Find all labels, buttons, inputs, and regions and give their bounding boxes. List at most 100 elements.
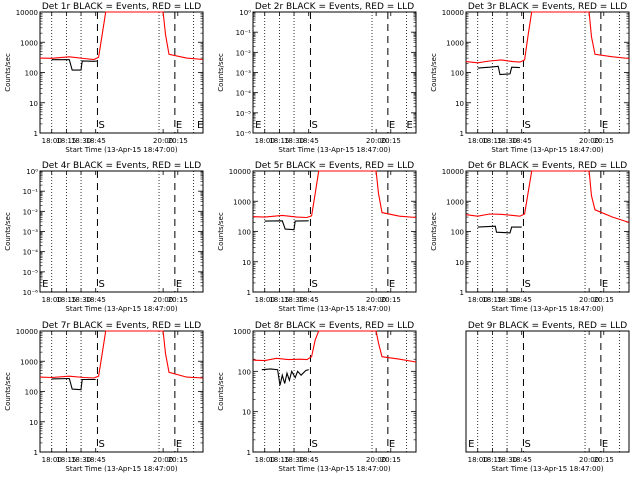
series-lld-line	[465, 11, 630, 64]
x-axis-label: Start Time (13-Apr-15 18:47:00)	[278, 465, 390, 473]
panel-title: Det 9r BLACK = Events, RED = LLD	[468, 321, 627, 331]
plot-frame	[465, 11, 630, 134]
y-tick-label: 10⁻⁵	[23, 269, 39, 277]
y-tick-label: 10	[455, 100, 464, 108]
panel-det-7: Det 7r BLACK = Events, RED = LLD 1 10 100 10…	[4, 321, 204, 473]
y-tick-label: 10⁻¹	[23, 188, 39, 196]
x-tick-label: 18:15	[56, 296, 76, 304]
marker-e: E	[176, 120, 182, 131]
x-tick-label: 20:15	[381, 296, 401, 304]
panel-title: Det 2r BLACK = Events, RED = LLD	[255, 2, 414, 12]
series-lld-line	[252, 330, 417, 363]
x-tick-label: 18:00	[42, 137, 62, 145]
plot-frame	[252, 170, 417, 293]
x-tick-label: 18:30	[497, 456, 517, 464]
series-lld-line	[39, 330, 204, 379]
x-axis-label: Start Time (13-Apr-15 18:47:00)	[65, 146, 177, 154]
y-tick-label: 100	[451, 229, 464, 237]
x-tick-label: 20:15	[381, 456, 401, 464]
x-axis-label: Start Time (13-Apr-15 18:47:00)	[491, 146, 603, 154]
x-tick-label: 20:00	[153, 296, 173, 304]
x-tick-label: 18:15	[269, 456, 289, 464]
y-tick-label: 100	[238, 368, 251, 376]
x-tick-label: 18:15	[56, 456, 76, 464]
marker-e: E	[468, 439, 474, 450]
y-tick-label: 100	[451, 70, 464, 78]
x-tick-label: 20:15	[168, 456, 188, 464]
x-tick-label: 18:00	[255, 456, 275, 464]
x-tick-label: 20:00	[579, 296, 599, 304]
marker-e: E	[602, 120, 608, 131]
y-tick-label: 10⁻²	[23, 208, 39, 216]
y-tick-label: 10000	[16, 9, 38, 17]
y-axis-label: Counts/sec	[430, 53, 438, 92]
x-tick-label: 20:15	[168, 296, 188, 304]
panel-title: Det 8r BLACK = Events, RED = LLD	[255, 321, 414, 331]
marker-s: S	[98, 279, 104, 290]
marker-s: S	[98, 439, 104, 450]
x-tick-label: 18:30	[284, 456, 304, 464]
y-tick-label: 10⁻⁴	[236, 90, 252, 98]
y-axis-label: Counts/sec	[4, 53, 12, 92]
panel-det-2: Det 2r BLACK = Events, RED = LLD 10⁻⁶ 10⁻⁵…	[217, 2, 417, 154]
y-tick-label: 10000	[442, 9, 464, 17]
panel-det-6: Det 6r BLACK = Events, RED = LLD 1 10 100 10…	[430, 161, 630, 313]
series-events-line	[261, 368, 309, 386]
y-tick-label: 10	[242, 409, 251, 417]
x-tick-label: 18:15	[482, 456, 502, 464]
x-axis-label: Start Time (13-Apr-15 18:47:00)	[278, 146, 390, 154]
y-tick-label: 10⁰	[239, 9, 251, 17]
x-tick-label: 20:00	[366, 456, 386, 464]
series-lld-line	[252, 170, 417, 219]
x-axis-label: Start Time (13-Apr-15 18:47:00)	[491, 465, 603, 473]
y-tick-label: 100	[25, 70, 38, 78]
y-tick-label: 1000	[233, 328, 251, 336]
y-tick-label: 10⁻³	[236, 70, 252, 78]
y-tick-label: 10⁻⁶	[23, 289, 39, 297]
marker-e: E	[42, 279, 48, 290]
y-tick-label: 1	[34, 449, 38, 457]
x-tick-label: 20:15	[594, 456, 614, 464]
panel-title: Det 4r BLACK = Events, RED = LLD	[42, 161, 201, 171]
x-tick-label: 18:00	[255, 137, 275, 145]
y-tick-label: 1000	[446, 39, 464, 47]
x-tick-label: 18:15	[482, 137, 502, 145]
series-lld-line	[465, 170, 630, 223]
x-tick-label: 18:45	[299, 137, 319, 145]
y-tick-label: 10	[29, 100, 38, 108]
x-tick-label: 18:15	[269, 137, 289, 145]
x-tick-label: 18:00	[42, 296, 62, 304]
plot-frame	[252, 330, 417, 453]
marker-e: E	[602, 279, 608, 290]
plot-frame	[252, 11, 417, 134]
y-tick-label: 10	[455, 259, 464, 267]
x-axis-label: Start Time (13-Apr-15 18:47:00)	[491, 305, 603, 313]
x-tick-label: 18:30	[71, 296, 91, 304]
x-tick-label: 18:30	[497, 296, 517, 304]
x-tick-label: 20:15	[594, 296, 614, 304]
x-tick-label: 18:15	[269, 296, 289, 304]
x-tick-label: 20:00	[153, 137, 173, 145]
series-events-line	[477, 225, 522, 234]
marker-e: E	[389, 279, 395, 290]
series-events-line	[264, 220, 309, 231]
marker-e: E	[389, 439, 395, 450]
x-tick-label: 18:45	[512, 296, 532, 304]
series-events-line	[51, 377, 96, 391]
y-tick-label: 1000	[446, 198, 464, 206]
marker-e: E	[176, 439, 182, 450]
x-tick-label: 18:30	[71, 456, 91, 464]
y-tick-label: 1	[247, 449, 251, 457]
y-tick-label: 1000	[233, 198, 251, 206]
x-tick-label: 20:15	[168, 137, 188, 145]
marker-s: S	[311, 120, 317, 131]
y-tick-label: 1	[460, 130, 464, 138]
y-axis-label: Counts/sec	[430, 212, 438, 251]
y-tick-label: 10⁰	[26, 168, 38, 176]
panel-title: Det 7r BLACK = Events, RED = LLD	[42, 321, 201, 331]
x-tick-label: 20:00	[366, 137, 386, 145]
x-tick-label: 18:30	[71, 137, 91, 145]
marker-s: S	[524, 439, 530, 450]
x-tick-label: 18:45	[86, 296, 106, 304]
